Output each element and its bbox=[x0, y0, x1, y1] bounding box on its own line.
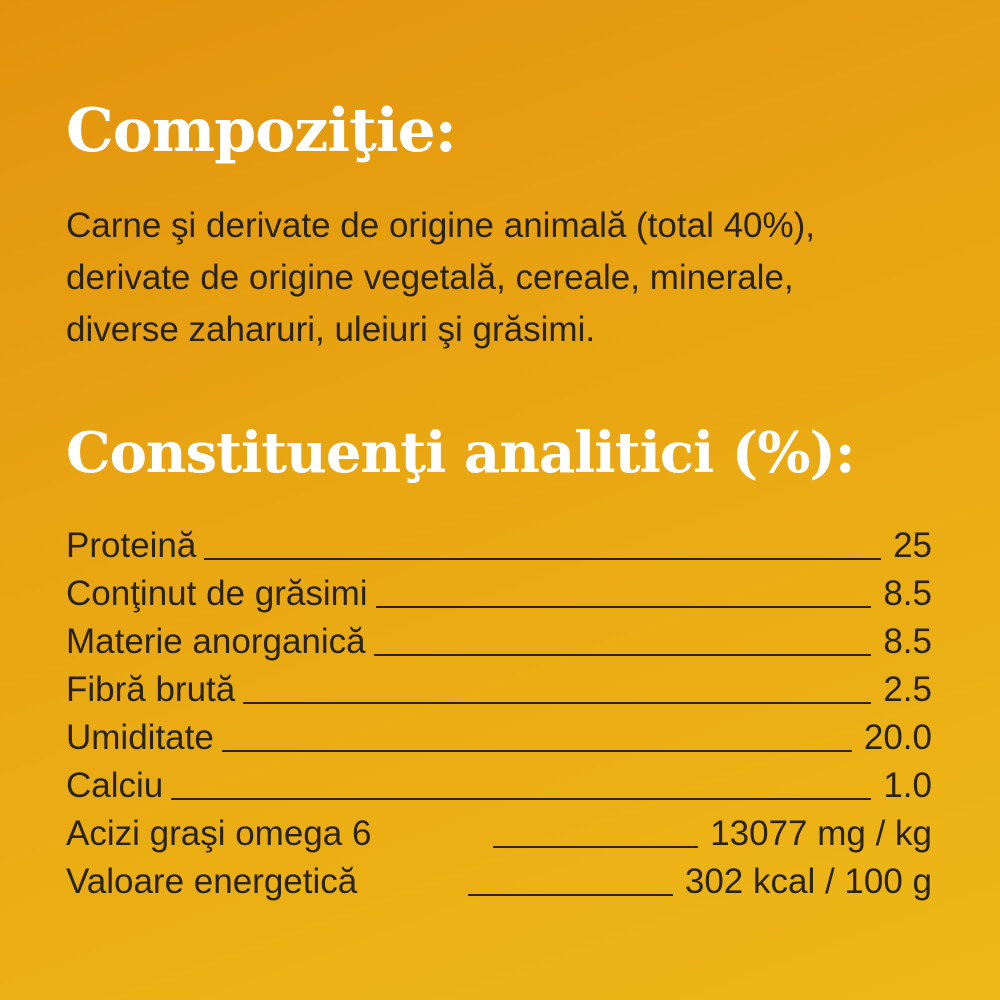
constituent-label: Valoare energetică bbox=[66, 862, 358, 901]
composition-heading: Compoziţie: bbox=[66, 96, 457, 166]
constituent-value: 20.0 bbox=[863, 718, 932, 757]
constituent-row-moisture: Umiditate 20.0 bbox=[66, 714, 932, 762]
leader-line bbox=[204, 558, 882, 560]
constituent-value: 2.5 bbox=[883, 670, 932, 709]
composition-line: derivate de origine vegetală, cereale, m… bbox=[66, 258, 794, 297]
constituent-label: Calciu bbox=[66, 766, 164, 805]
constituent-label: Umiditate bbox=[66, 718, 214, 757]
analytic-constituents-list: Proteină 25 Conţinut de grăsimi 8.5 Mate… bbox=[66, 522, 932, 906]
constituent-label: Proteină bbox=[66, 526, 197, 565]
constituent-label: Materie anorganică bbox=[66, 622, 366, 661]
constituent-value: 25 bbox=[893, 526, 932, 565]
constituent-row-fibre: Fibră brută 2.5 bbox=[66, 666, 932, 714]
constituent-value: 1.0 bbox=[883, 766, 932, 805]
constituent-label: Fibră brută bbox=[66, 670, 236, 709]
constituent-value: 8.5 bbox=[883, 574, 932, 613]
constituent-row-omega6: Acizi graşi omega 6 13077 mg / kg bbox=[66, 810, 932, 858]
composition-text: Carne şi derivate de origine animală (to… bbox=[66, 200, 946, 356]
composition-line: Carne şi derivate de origine animală (to… bbox=[66, 206, 815, 245]
composition-line: diverse zaharuri, uleiuri şi grăsimi. bbox=[66, 310, 596, 349]
leader-line bbox=[375, 606, 872, 608]
constituent-value: 8.5 bbox=[883, 622, 932, 661]
constituent-row-protein: Proteină 25 bbox=[66, 522, 932, 570]
constituent-label: Conţinut de grăsimi bbox=[66, 574, 368, 613]
leader-line bbox=[243, 702, 872, 704]
leader-line bbox=[373, 654, 872, 656]
leader-line bbox=[221, 750, 852, 752]
leader-line bbox=[493, 846, 699, 848]
constituent-label: Acizi graşi omega 6 bbox=[66, 814, 372, 853]
constituent-row-ash: Materie anorganică 8.5 bbox=[66, 618, 932, 666]
constituent-row-fat: Conţinut de grăsimi 8.5 bbox=[66, 570, 932, 618]
analytic-constituents-heading: Constituenţi analitici (%): bbox=[66, 420, 856, 486]
constituent-row-energy: Valoare energetică 302 kcal / 100 g bbox=[66, 858, 932, 906]
constituent-row-calcium: Calciu 1.0 bbox=[66, 762, 932, 810]
constituent-value: 302 kcal / 100 g bbox=[684, 862, 932, 901]
constituent-value: 13077 mg / kg bbox=[710, 814, 932, 853]
leader-line bbox=[171, 798, 872, 800]
leader-line bbox=[467, 894, 673, 896]
